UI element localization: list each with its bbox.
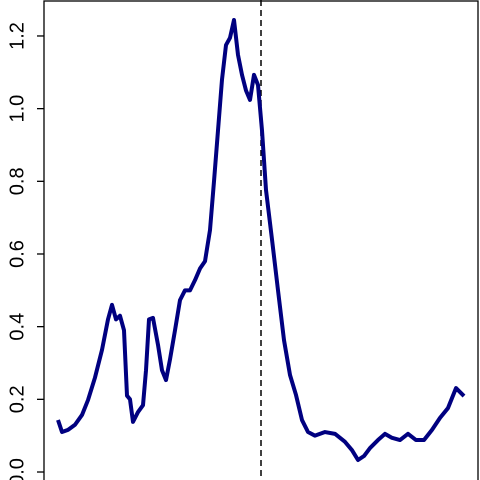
data-line	[56, 17, 466, 463]
y-tick-label: 0.4	[6, 313, 28, 341]
y-tick-label: 0.8	[6, 167, 28, 195]
y-tick-label: 1.0	[6, 95, 28, 123]
y-tick-label: 0.0	[6, 458, 28, 480]
y-tick-label: 0.6	[6, 240, 28, 268]
y-tick-label: 0.2	[6, 385, 28, 413]
y-tick-label: 1.2	[6, 22, 28, 50]
